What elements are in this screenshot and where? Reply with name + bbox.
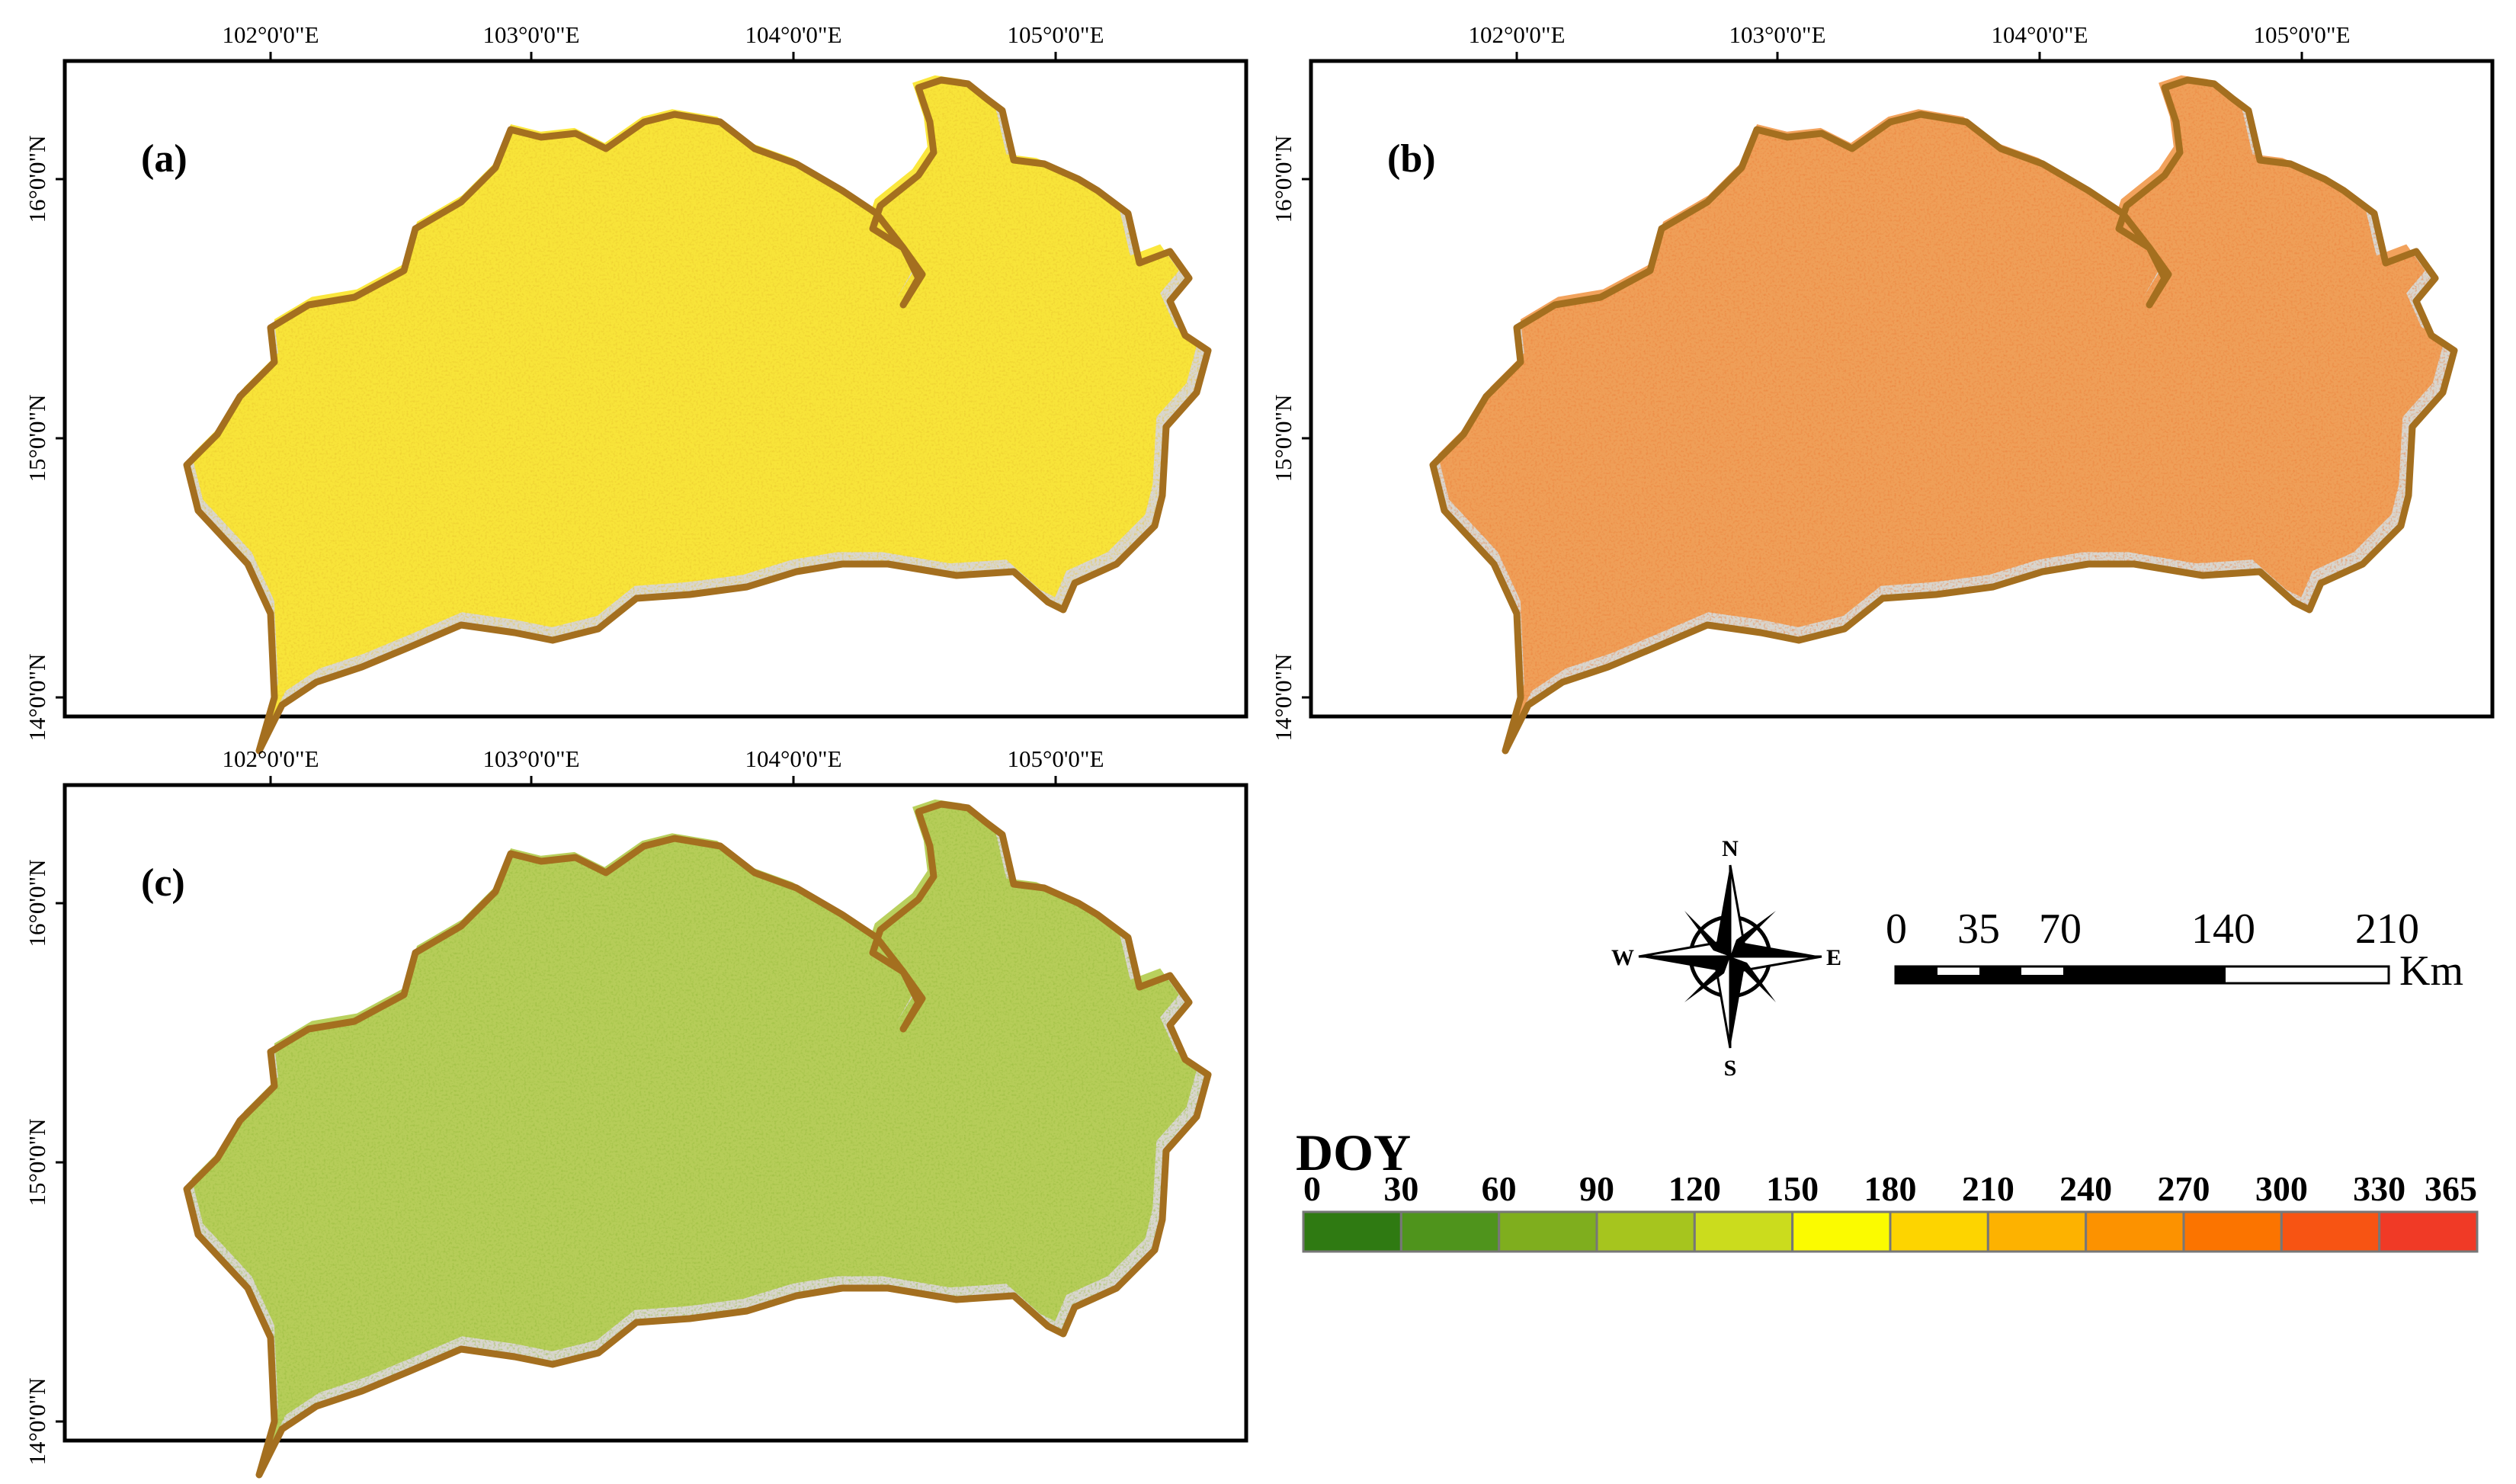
legend-value: 270 bbox=[2158, 1169, 2210, 1208]
scale-bar: 0 35 70 140 210 Km bbox=[1886, 905, 2463, 995]
x-tick-label: 105°0'0"E bbox=[2253, 21, 2350, 48]
compass-point bbox=[1684, 957, 1730, 1002]
map-panel-a: (a) 102°0'0"E 103°0'0"E 104°0'0"E 105°0'0"E 1… bbox=[24, 21, 1248, 751]
compass-north-label: N bbox=[1722, 836, 1739, 861]
legend-value: 60 bbox=[1482, 1169, 1517, 1208]
legend-value: 240 bbox=[2059, 1169, 2112, 1208]
legend-swatch bbox=[2085, 1210, 2185, 1253]
scale-bar-segment bbox=[1896, 975, 1937, 983]
panel-label: (b) bbox=[1387, 137, 1436, 181]
compass-point bbox=[1730, 957, 1776, 1002]
panel-label: (c) bbox=[141, 861, 185, 905]
legend-value: 0 bbox=[1303, 1169, 1321, 1208]
y-tick-label: 14°0'0"N bbox=[24, 1377, 50, 1465]
legend-value: 90 bbox=[1579, 1169, 1614, 1208]
map-panel-c: (c) 102°0'0"E 103°0'0"E 104°0'0"E 105°0'0"E 1… bbox=[24, 745, 1248, 1475]
y-tick-label: 16°0'0"N bbox=[1270, 135, 1296, 223]
legend-swatch bbox=[1693, 1210, 1794, 1253]
scale-bar-segment bbox=[1937, 975, 1979, 983]
map-panels: (a) 102°0'0"E 103°0'0"E 104°0'0"E 105°0'0"E 1… bbox=[24, 21, 2495, 1475]
legend-value: 150 bbox=[1766, 1169, 1819, 1208]
compass-point bbox=[1639, 957, 1730, 970]
compass-south-label: S bbox=[1724, 1056, 1737, 1081]
legend-value: 365 bbox=[2425, 1169, 2477, 1208]
scale-bar-segment bbox=[1896, 966, 1937, 975]
compass-point bbox=[1730, 911, 1776, 957]
y-tick-label: 16°0'0"N bbox=[24, 859, 50, 947]
legend-value: 30 bbox=[1383, 1169, 1418, 1208]
doy-legend: DOY 0 30 60 90 120 150 180 210 240 270 300 330 365 bbox=[1296, 1123, 2479, 1253]
x-tick-label: 105°0'0"E bbox=[1007, 21, 1104, 48]
scale-bar-segment bbox=[2021, 975, 2063, 983]
x-tick-label: 105°0'0"E bbox=[1007, 745, 1104, 772]
y-tick-label: 15°0'0"N bbox=[24, 1118, 50, 1206]
legend-swatch bbox=[1595, 1210, 1696, 1253]
legend-value: 120 bbox=[1668, 1169, 1721, 1208]
y-tick-label: 15°0'0"N bbox=[24, 394, 50, 482]
legend-value: 210 bbox=[1962, 1169, 2014, 1208]
x-tick-label: 103°0'0"E bbox=[482, 745, 579, 772]
legend-swatch bbox=[2378, 1210, 2479, 1253]
legend-swatch bbox=[1986, 1210, 2088, 1253]
y-tick-label: 15°0'0"N bbox=[1270, 394, 1296, 482]
compass-point bbox=[1730, 943, 1822, 957]
x-tick-label: 103°0'0"E bbox=[1729, 21, 1825, 48]
y-tick-label: 14°0'0"N bbox=[24, 653, 50, 741]
scale-label: 210 bbox=[2355, 905, 2419, 953]
scale-label: 140 bbox=[2191, 905, 2255, 953]
scale-unit: Km bbox=[2399, 947, 2463, 995]
x-tick-label: 104°0'0"E bbox=[1991, 21, 2088, 48]
compass-west-label: W bbox=[1611, 945, 1634, 970]
legend-value: 300 bbox=[2255, 1169, 2308, 1208]
scale-label: 70 bbox=[2039, 905, 2082, 953]
scale-label: 0 bbox=[1886, 905, 1907, 953]
x-tick-label: 102°0'0"E bbox=[1468, 21, 1565, 48]
x-tick-label: 102°0'0"E bbox=[222, 21, 319, 48]
legend-swatch bbox=[2182, 1210, 2283, 1253]
legend-swatch bbox=[1399, 1210, 1501, 1253]
x-tick-label: 102°0'0"E bbox=[222, 745, 319, 772]
north-arrow: N S E W bbox=[1611, 836, 1841, 1081]
legend-title: DOY bbox=[1296, 1123, 1411, 1181]
x-tick-label: 104°0'0"E bbox=[745, 745, 841, 772]
compass-point bbox=[1684, 911, 1730, 957]
panel-label: (a) bbox=[141, 137, 187, 181]
scale-bar-segment bbox=[2063, 966, 2226, 983]
scale-label: 35 bbox=[1957, 905, 2000, 953]
legend-value: 180 bbox=[1864, 1169, 1917, 1208]
legend-swatch bbox=[2280, 1210, 2381, 1253]
legend-swatch bbox=[1791, 1210, 1892, 1253]
compass-east-label: E bbox=[1826, 945, 1841, 970]
y-tick-label: 16°0'0"N bbox=[24, 135, 50, 223]
y-tick-label: 14°0'0"N bbox=[1270, 653, 1296, 741]
x-tick-label: 103°0'0"E bbox=[482, 21, 579, 48]
scale-bar-segment bbox=[1979, 975, 2021, 983]
x-tick-label: 104°0'0"E bbox=[745, 21, 841, 48]
legend-swatch bbox=[1302, 1210, 1402, 1253]
compass-point bbox=[1730, 957, 1744, 1048]
compass-point bbox=[1716, 865, 1730, 957]
legend-swatch bbox=[1498, 1210, 1598, 1253]
map-panel-b: (b) 102°0'0"E 103°0'0"E 104°0'0"E 105°0'0"E 1… bbox=[1270, 21, 2495, 751]
scale-bar-segment bbox=[1979, 966, 2021, 975]
legend-value: 330 bbox=[2353, 1169, 2405, 1208]
legend-swatch bbox=[1889, 1210, 1989, 1253]
